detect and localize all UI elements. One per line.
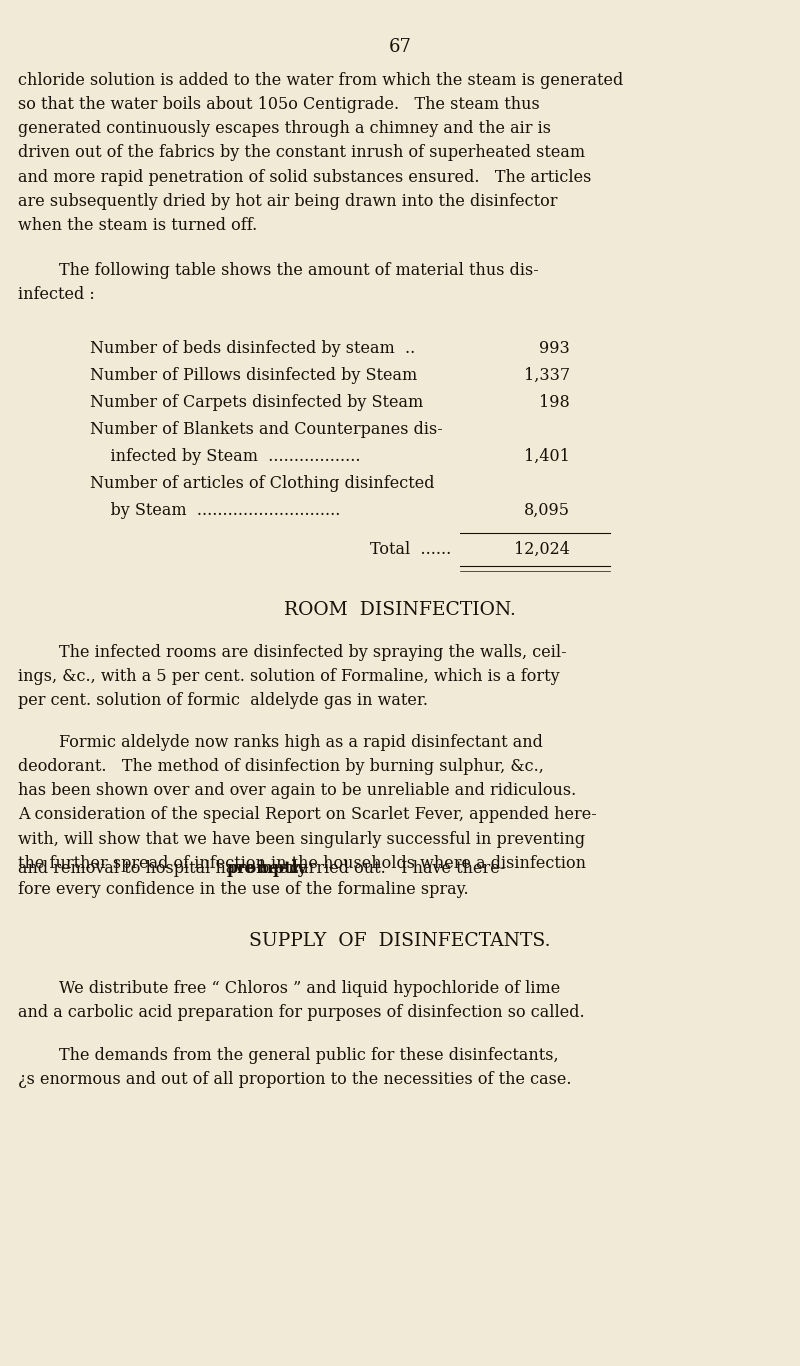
Text: Number of articles of Clothing disinfected: Number of articles of Clothing disinfect… xyxy=(90,475,434,492)
Text: ROOM  DISINFECTION.: ROOM DISINFECTION. xyxy=(284,601,516,619)
Text: fore every confidence in the use of the formaline spray.: fore every confidence in the use of the … xyxy=(18,881,469,897)
Text: 1,401: 1,401 xyxy=(524,448,570,464)
Text: The following table shows the amount of material thus dis-
infected :: The following table shows the amount of … xyxy=(18,262,538,303)
Text: infected by Steam  ..................: infected by Steam .................. xyxy=(90,448,361,464)
Text: SUPPLY  OF  DISINFECTANTS.: SUPPLY OF DISINFECTANTS. xyxy=(250,932,550,949)
Text: 1,337: 1,337 xyxy=(524,367,570,384)
Text: Number of Blankets and Counterpanes dis-: Number of Blankets and Counterpanes dis- xyxy=(90,421,442,438)
Text: The infected rooms are disinfected by spraying the walls, ceil-
ings, &c., with : The infected rooms are disinfected by sp… xyxy=(18,643,566,709)
Text: Number of Carpets disinfected by Steam: Number of Carpets disinfected by Steam xyxy=(90,393,423,411)
Text: promptly: promptly xyxy=(227,861,308,877)
Text: Number of Pillows disinfected by Steam: Number of Pillows disinfected by Steam xyxy=(90,367,418,384)
Text: 8,095: 8,095 xyxy=(524,501,570,519)
Text: and removal to hospital have been: and removal to hospital have been xyxy=(18,861,304,877)
Text: 993: 993 xyxy=(539,340,570,357)
Text: Number of beds disinfected by steam  ..: Number of beds disinfected by steam .. xyxy=(90,340,415,357)
Text: by Steam  ............................: by Steam ............................ xyxy=(90,501,340,519)
Text: Total  ......: Total ...... xyxy=(370,541,451,557)
Text: Formic aldelyde now ranks high as a rapid disinfectant and
deodorant.   The meth: Formic aldelyde now ranks high as a rapi… xyxy=(18,734,597,872)
Text: carried out.   I have there-: carried out. I have there- xyxy=(285,861,505,877)
Text: We distribute free “ Chloros ” and liquid hypochloride of lime
and a carbolic ac: We distribute free “ Chloros ” and liqui… xyxy=(18,979,585,1022)
Text: chloride solution is added to the water from which the steam is generated
so tha: chloride solution is added to the water … xyxy=(18,72,623,234)
Text: 12,024: 12,024 xyxy=(514,541,570,557)
Text: 198: 198 xyxy=(539,393,570,411)
Text: 67: 67 xyxy=(389,38,411,56)
Text: The demands from the general public for these disinfectants,
¿s enormous and out: The demands from the general public for … xyxy=(18,1046,571,1089)
